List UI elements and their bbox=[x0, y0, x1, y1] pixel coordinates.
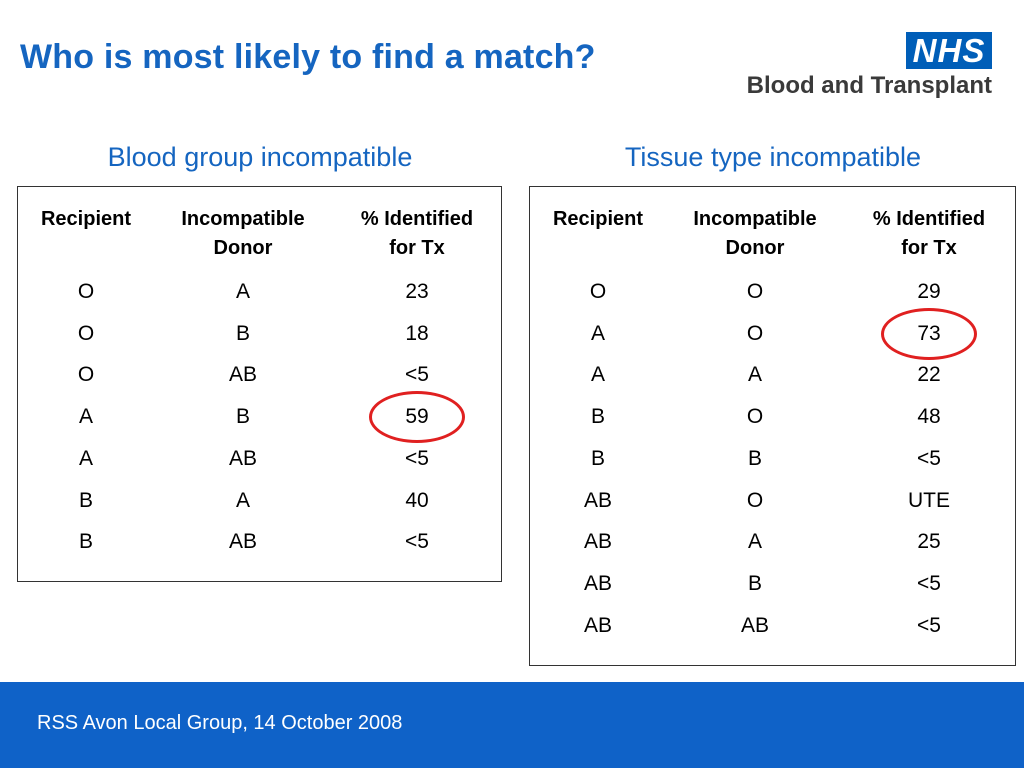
table-row: B AB <5 bbox=[18, 521, 501, 563]
cell-recipient: B bbox=[78, 488, 93, 512]
header-recipient: Recipient bbox=[40, 208, 132, 230]
cell-recipient: AB bbox=[583, 571, 612, 595]
cell-donor: A bbox=[747, 363, 762, 387]
cell-recipient: O bbox=[77, 321, 95, 345]
cell-identified: 22 bbox=[917, 363, 941, 387]
cell-donor: A bbox=[235, 488, 250, 512]
cell-recipient: O bbox=[589, 280, 607, 303]
table-row: AB O UTE bbox=[530, 480, 1015, 522]
cell-donor: B bbox=[235, 321, 250, 345]
cell-recipient: A bbox=[78, 446, 93, 470]
cell-identified: 73 bbox=[917, 321, 941, 345]
footer-bar: RSS Avon Local Group, 14 October 2008 bbox=[0, 682, 1024, 768]
header-incompatible-donor: Incompatible Donor bbox=[181, 208, 305, 259]
cell-identified: <5 bbox=[917, 613, 941, 637]
cell-identified: <5 bbox=[917, 571, 941, 595]
cell-recipient: A bbox=[590, 363, 605, 387]
table-row: B B <5 bbox=[530, 438, 1015, 480]
tissue-type-table: Recipient Incompatible Donor % Identifie… bbox=[529, 186, 1016, 666]
slide-title: Who is most likely to find a match? bbox=[20, 38, 596, 76]
cell-donor: B bbox=[747, 446, 762, 470]
blood-group-table: Recipient Incompatible Donor % Identifie… bbox=[17, 186, 502, 582]
header-incompatible-donor: Incompatible Donor bbox=[693, 208, 817, 259]
table-row: O A 23 bbox=[18, 271, 501, 313]
table-row: A A 22 bbox=[530, 354, 1015, 396]
table-row: AB AB <5 bbox=[530, 605, 1015, 647]
footer-text: RSS Avon Local Group, 14 October 2008 bbox=[37, 712, 403, 734]
cell-identified: <5 bbox=[917, 446, 941, 470]
cell-donor: AB bbox=[740, 613, 769, 637]
cell-donor: A bbox=[235, 280, 250, 303]
table-row: O O 29 bbox=[530, 271, 1015, 313]
table-row: O B 18 bbox=[18, 313, 501, 355]
cell-recipient: O bbox=[77, 363, 95, 387]
cell-donor: O bbox=[746, 280, 764, 303]
cell-identified: 23 bbox=[405, 280, 429, 303]
cell-identified: <5 bbox=[405, 446, 429, 470]
header-identified: % Identified for Tx bbox=[360, 208, 474, 259]
cell-donor: B bbox=[235, 405, 250, 429]
cell-donor: A bbox=[747, 530, 762, 554]
cell-recipient: O bbox=[77, 280, 95, 303]
cell-identified: 25 bbox=[917, 530, 941, 554]
table-row: AB A 25 bbox=[530, 521, 1015, 563]
cell-identified: 59 bbox=[405, 405, 429, 429]
nhs-logo: NHS bbox=[906, 32, 992, 69]
cell-identified: <5 bbox=[405, 530, 429, 554]
cell-recipient: A bbox=[590, 321, 605, 345]
cell-donor: AB bbox=[228, 446, 257, 470]
cell-donor: AB bbox=[228, 530, 257, 554]
cell-recipient: A bbox=[78, 405, 93, 429]
table-row: A O 73 bbox=[530, 313, 1015, 355]
cell-identified: 29 bbox=[917, 280, 941, 303]
cell-identified: UTE bbox=[908, 488, 950, 512]
cell-recipient: AB bbox=[583, 488, 612, 512]
cell-donor: AB bbox=[228, 363, 257, 387]
table-row: AB B <5 bbox=[530, 563, 1015, 605]
table-row: B A 40 bbox=[18, 480, 501, 522]
cell-recipient: AB bbox=[583, 613, 612, 637]
cell-donor: B bbox=[747, 571, 762, 595]
table-row: A AB <5 bbox=[18, 438, 501, 480]
header-identified: % Identified for Tx bbox=[872, 208, 986, 259]
cell-donor: O bbox=[746, 488, 764, 512]
right-section-heading: Tissue type incompatible bbox=[624, 142, 922, 172]
cell-identified: 48 bbox=[917, 405, 941, 429]
header-recipient: Recipient bbox=[552, 208, 644, 230]
logo-subtitle: Blood and Transplant bbox=[746, 72, 992, 99]
cell-identified: 40 bbox=[405, 488, 429, 512]
table-row: O AB <5 bbox=[18, 354, 501, 396]
cell-donor: O bbox=[746, 321, 764, 345]
cell-recipient: AB bbox=[583, 530, 612, 554]
cell-donor: O bbox=[746, 405, 764, 429]
table-row: A B 59 bbox=[18, 396, 501, 438]
cell-identified: <5 bbox=[405, 363, 429, 387]
left-section-heading: Blood group incompatible bbox=[107, 142, 413, 172]
table-row: B O 48 bbox=[530, 396, 1015, 438]
cell-recipient: B bbox=[590, 446, 605, 470]
cell-identified: 18 bbox=[405, 321, 429, 345]
cell-recipient: B bbox=[78, 530, 93, 554]
cell-recipient: B bbox=[590, 405, 605, 429]
